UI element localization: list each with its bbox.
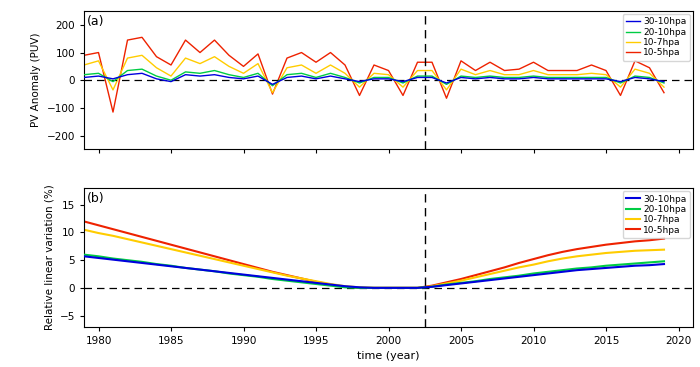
- Y-axis label: Relative linear variation (%): Relative linear variation (%): [44, 185, 54, 330]
- Y-axis label: PV Anomaly (PUV): PV Anomaly (PUV): [31, 33, 41, 127]
- X-axis label: time (year): time (year): [357, 351, 420, 361]
- Legend: 30-10hpa, 20-10hpa, 10-7hpa, 10-5hpa: 30-10hpa, 20-10hpa, 10-7hpa, 10-5hpa: [623, 191, 690, 238]
- Text: (a): (a): [87, 15, 104, 28]
- Text: (b): (b): [87, 192, 105, 206]
- Legend: 30-10hpa, 20-10hpa, 10-7hpa, 10-5hpa: 30-10hpa, 20-10hpa, 10-7hpa, 10-5hpa: [623, 14, 690, 61]
